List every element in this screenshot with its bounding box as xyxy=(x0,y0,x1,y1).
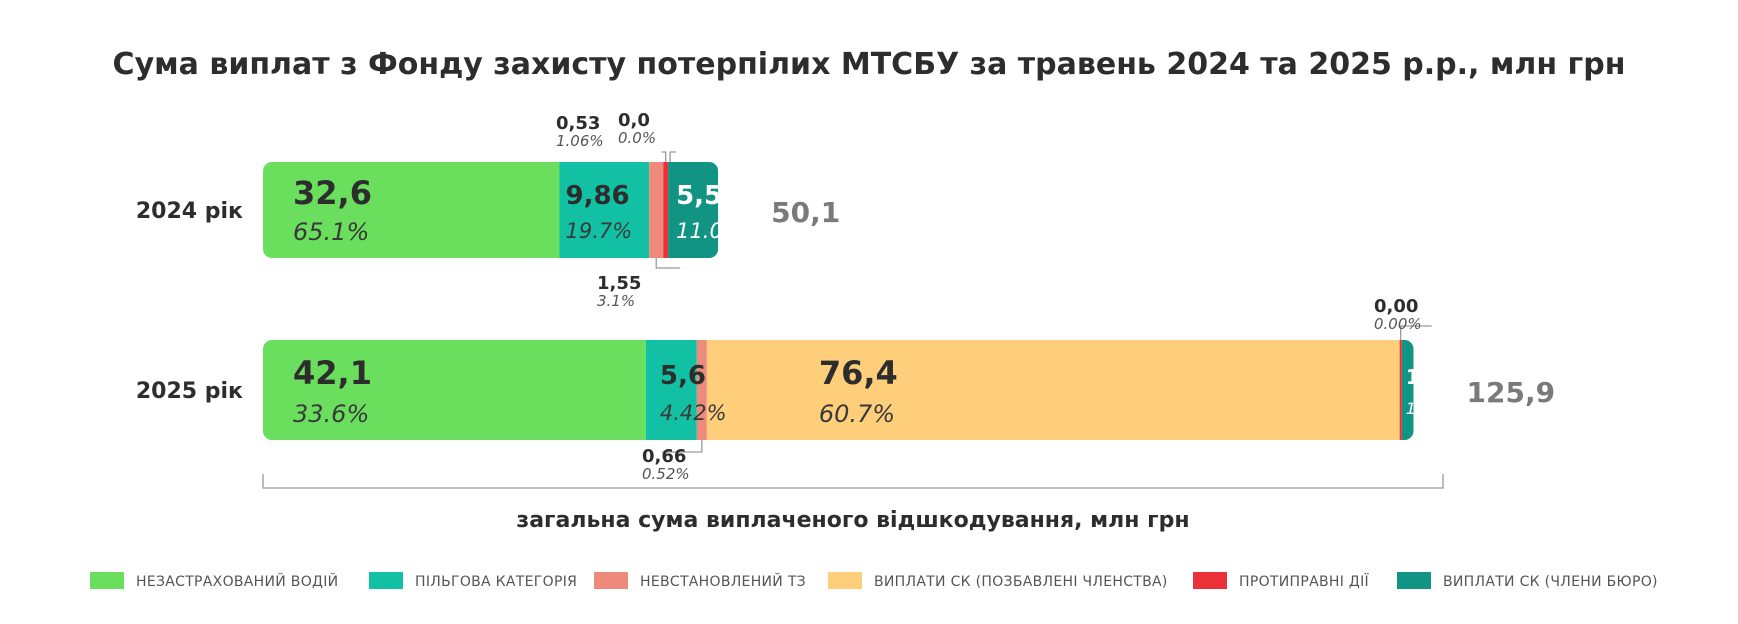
category-label: 2024 рік xyxy=(136,199,243,224)
data-label: 42,1 xyxy=(293,354,372,392)
legend-label: ПРОТИПРАВНІ ДІЇ xyxy=(1239,572,1370,590)
data-label: 5,6 xyxy=(660,361,706,391)
bar-segment xyxy=(696,340,707,440)
legend-swatch xyxy=(1193,572,1227,589)
data-percent: 60.7% xyxy=(819,400,895,428)
callout-salmon-2025: 0,660.52% xyxy=(642,440,703,483)
svg-text:0,66: 0,66 xyxy=(642,446,686,467)
legend-swatch xyxy=(594,572,628,589)
data-label: 32,6 xyxy=(293,174,372,212)
data-percent: 4.42% xyxy=(660,401,727,425)
svg-text:1,55: 1,55 xyxy=(597,273,641,294)
data-percent: 19.7% xyxy=(565,219,632,243)
total-label: 50,1 xyxy=(771,196,840,229)
legend-label: НЕВСТАНОВЛЕНИЙ ТЗ xyxy=(640,572,806,590)
data-percent: 11.0% xyxy=(676,219,743,243)
category-label: 2025 рік xyxy=(136,379,243,404)
bar-segment xyxy=(706,340,1402,440)
callouts: 32,6 65.1% 9,86 19.7% 5,5 11.0% 42,1 33.6% 5,6 4.… xyxy=(293,110,1446,483)
total-bracket xyxy=(262,474,1444,489)
data-label: 1,3 xyxy=(1406,365,1441,389)
axis-caption: загальна сума виплаченого відшкодування,… xyxy=(516,508,1189,533)
bar-segment xyxy=(649,162,664,258)
svg-text:0.00%: 0.00% xyxy=(1374,315,1422,333)
bar-segment xyxy=(663,162,669,258)
legend-item: ПРОТИПРАВНІ ДІЇ xyxy=(1193,572,1370,590)
data-percent: 65.1% xyxy=(293,218,369,246)
callout-red-2025: 0,000.00% xyxy=(1374,296,1432,340)
legend-label: ВИПЛАТИ СК (ЧЛЕНИ БЮРО) xyxy=(1443,574,1658,590)
legend-swatch xyxy=(369,572,403,589)
legend-label: ПІЛЬГОВА КАТЕГОРІЯ xyxy=(415,574,577,590)
legend: НЕЗАСТРАХОВАНИЙ ВОДІЙ ПІЛЬГОВА КАТЕГОРІЯ Н… xyxy=(90,572,1658,590)
svg-text:0.0%: 0.0% xyxy=(618,129,656,147)
svg-text:0,0: 0,0 xyxy=(618,110,650,131)
legend-item: ПІЛЬГОВА КАТЕГОРІЯ xyxy=(369,572,577,590)
bar-segment xyxy=(263,162,560,258)
bar-segment xyxy=(1401,340,1414,440)
bar-segment xyxy=(263,340,646,440)
legend-swatch xyxy=(90,572,124,589)
data-label: 76,4 xyxy=(819,354,898,392)
svg-text:0,00: 0,00 xyxy=(1374,296,1418,317)
bar-segment-zero xyxy=(1399,340,1402,440)
bar-segment xyxy=(645,340,697,440)
legend-item: ВИПЛАТИ СК (ЧЛЕНИ БЮРО) xyxy=(1397,572,1658,590)
bar-segment xyxy=(559,162,650,258)
data-label: 9,86 xyxy=(565,181,629,211)
legend-item: ВИПЛАТИ СК (ПОЗБАВЛЕНІ ЧЛЕНСТВА) xyxy=(828,572,1168,590)
chart-rows: 2024 рік 50,1 2025 рік 125,9 xyxy=(136,162,1555,440)
callout-red-2024: 0,531.06% xyxy=(556,113,667,162)
data-percent: 1.0% xyxy=(1406,399,1447,418)
data-percent: 33.6% xyxy=(293,400,369,428)
svg-text:0.52%: 0.52% xyxy=(642,465,690,483)
legend-swatch xyxy=(828,572,862,589)
callout-zero-2024: 0,00.0% xyxy=(618,110,677,162)
legend-label: НЕЗАСТРАХОВАНИЙ ВОДІЙ xyxy=(136,572,338,590)
legend-item: НЕВСТАНОВЛЕНИЙ ТЗ xyxy=(594,572,806,590)
callout-salmon-2024: 1,553.1% xyxy=(597,258,681,310)
bar-segments xyxy=(263,340,1414,440)
svg-text:0,53: 0,53 xyxy=(556,113,600,134)
bar-segments xyxy=(263,162,719,258)
svg-text:3.1%: 3.1% xyxy=(597,292,635,310)
chart-title: Сума виплат з Фонду захисту потерпілих М… xyxy=(113,47,1626,82)
legend-swatch xyxy=(1397,572,1431,589)
total-label: 125,9 xyxy=(1467,376,1556,409)
legend-label: ВИПЛАТИ СК (ПОЗБАВЛЕНІ ЧЛЕНСТВА) xyxy=(874,574,1168,590)
legend-item: НЕЗАСТРАХОВАНИЙ ВОДІЙ xyxy=(90,572,338,590)
bar-row-1: 2024 рік 50,1 xyxy=(136,162,840,258)
data-label: 5,5 xyxy=(676,181,722,211)
bar-row-2: 2025 рік 125,9 xyxy=(136,340,1555,440)
svg-text:1.06%: 1.06% xyxy=(556,132,604,150)
bar-segment xyxy=(668,162,719,258)
